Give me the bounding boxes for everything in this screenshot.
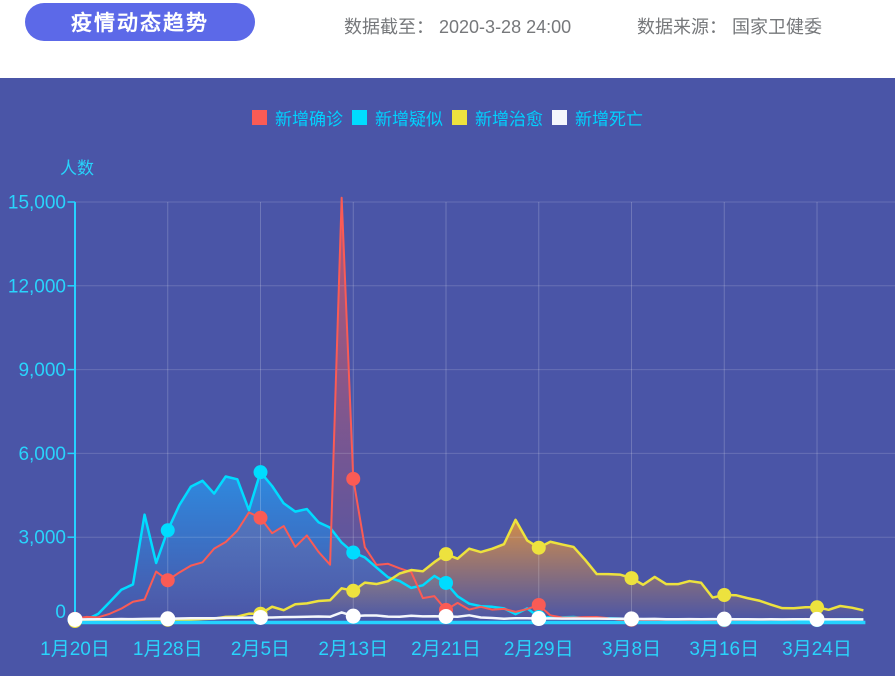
chart-legend: 新增确诊 新增疑似 新增治愈 新增死亡 (0, 105, 895, 130)
data-cutoff-value: 2020-3-28 24:00 (439, 17, 572, 37)
legend-label: 新增确诊 (275, 110, 343, 129)
svg-text:1月28日: 1月28日 (133, 639, 203, 660)
svg-text:12,000: 12,000 (8, 276, 66, 297)
legend-label: 新增治愈 (475, 110, 543, 129)
chart-panel: 新增确诊 新增疑似 新增治愈 新增死亡 人数 0 3,000 6,000 9,000 12,0… (0, 78, 895, 676)
svg-text:3月8日: 3月8日 (602, 639, 661, 660)
legend-item-1[interactable]: 新增确诊 (252, 105, 343, 130)
legend-item-4[interactable]: 新增死亡 (552, 105, 643, 130)
svg-text:3月24日: 3月24日 (782, 639, 852, 660)
legend-swatch-icon (552, 110, 567, 125)
legend-swatch-icon (352, 110, 367, 125)
svg-text:9,000: 9,000 (18, 360, 66, 381)
svg-text:3,000: 3,000 (18, 528, 66, 549)
legend-swatch-icon (252, 110, 267, 125)
svg-text:0: 0 (55, 602, 66, 623)
y-axis-title: 人数 (60, 159, 94, 178)
data-source-value: 国家卫健委 (732, 17, 823, 37)
section-title-pill: 疫情动态趋势 (25, 3, 255, 41)
svg-text:3月16日: 3月16日 (689, 639, 759, 660)
svg-text:1月20日: 1月20日 (40, 639, 110, 660)
legend-swatch-icon (452, 110, 467, 125)
legend-item-3[interactable]: 新增治愈 (452, 105, 543, 130)
legend-label: 新增死亡 (575, 110, 643, 129)
trend-line-chart: 0 3,000 6,000 9,000 12,000 15,000 1月20日 1月28日 2月… (8, 193, 895, 660)
data-cutoff-text: 数据截至： 2020-3-28 24:00 (344, 13, 571, 39)
svg-text:15,000: 15,000 (8, 193, 66, 214)
legend-item-2[interactable]: 新增疑似 (352, 105, 443, 130)
svg-text:6,000: 6,000 (18, 444, 66, 465)
svg-text:2月5日: 2月5日 (231, 639, 290, 660)
data-cutoff-label: 数据截至： (344, 17, 434, 37)
svg-text:2月21日: 2月21日 (411, 639, 481, 660)
data-source-text: 数据来源： 国家卫健委 (637, 13, 822, 39)
svg-text:2月29日: 2月29日 (504, 639, 574, 660)
svg-text:2月13日: 2月13日 (318, 639, 388, 660)
data-source-label: 数据来源： (637, 17, 727, 37)
page-header: 疫情动态趋势 数据截至： 2020-3-28 24:00 数据来源： 国家卫健委 (0, 0, 895, 78)
legend-label: 新增疑似 (375, 110, 443, 129)
